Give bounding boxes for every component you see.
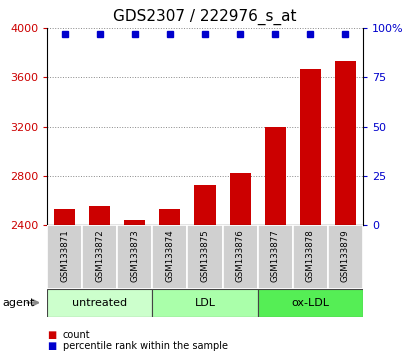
- Text: GSM133872: GSM133872: [95, 229, 104, 282]
- Bar: [257, 225, 292, 289]
- Bar: [89, 206, 110, 225]
- Text: GSM133878: GSM133878: [305, 229, 314, 282]
- Text: GSM133876: GSM133876: [235, 229, 244, 282]
- Text: GDS2307 / 222976_s_at: GDS2307 / 222976_s_at: [113, 9, 296, 25]
- Bar: [187, 225, 222, 289]
- Text: GSM133874: GSM133874: [165, 229, 174, 282]
- Bar: [82, 225, 117, 289]
- Bar: [222, 225, 257, 289]
- Bar: [152, 225, 187, 289]
- Bar: [229, 173, 250, 225]
- Text: GSM133879: GSM133879: [340, 229, 349, 282]
- Text: untreated: untreated: [72, 298, 127, 308]
- Bar: [117, 225, 152, 289]
- Bar: [264, 126, 285, 225]
- Bar: [257, 289, 362, 317]
- Bar: [54, 209, 75, 225]
- Text: GSM133871: GSM133871: [60, 229, 69, 282]
- Bar: [124, 220, 145, 225]
- Text: LDL: LDL: [194, 298, 215, 308]
- Text: GSM133875: GSM133875: [200, 229, 209, 282]
- Bar: [327, 225, 362, 289]
- Text: GSM133873: GSM133873: [130, 229, 139, 282]
- Bar: [292, 225, 327, 289]
- Text: count: count: [63, 330, 90, 339]
- Bar: [299, 69, 320, 225]
- Bar: [47, 289, 152, 317]
- Text: ■: ■: [47, 330, 56, 339]
- Text: ■: ■: [47, 341, 56, 351]
- Bar: [194, 185, 215, 225]
- Bar: [159, 210, 180, 225]
- Bar: [334, 62, 355, 225]
- Bar: [152, 289, 257, 317]
- Text: agent: agent: [2, 298, 34, 308]
- Bar: [47, 225, 82, 289]
- Text: GSM133877: GSM133877: [270, 229, 279, 282]
- Text: percentile rank within the sample: percentile rank within the sample: [63, 341, 227, 351]
- Text: ox-LDL: ox-LDL: [290, 298, 328, 308]
